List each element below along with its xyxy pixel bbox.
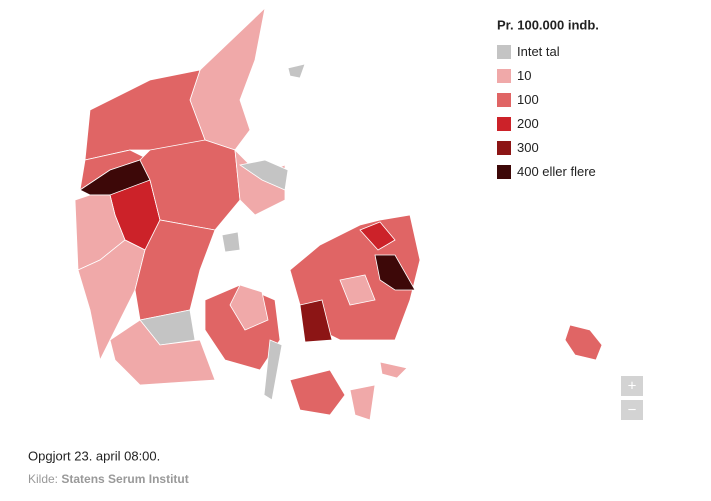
region: [263, 339, 283, 401]
region: [379, 361, 408, 379]
legend-label: 100: [517, 92, 539, 107]
region: [134, 219, 216, 321]
legend-swatch: [497, 165, 511, 179]
source-name: Statens Serum Institut: [61, 472, 188, 486]
legend-swatch: [497, 69, 511, 83]
region: [287, 63, 306, 79]
regions: [74, 6, 603, 421]
zoom-in-bg[interactable]: [621, 376, 643, 396]
region: [238, 159, 289, 191]
region: [109, 319, 216, 386]
legend-title: Pr. 100.000 indb.: [497, 17, 599, 32]
legend-swatch: [497, 117, 511, 131]
region: [299, 299, 333, 343]
legend-label: 400 eller flere: [517, 164, 596, 179]
source-prefix: Kilde:: [28, 472, 58, 486]
region: [339, 274, 376, 306]
region: [189, 6, 266, 151]
legend-swatch: [497, 93, 511, 107]
source-note: Kilde: Statens Serum Institut: [28, 472, 189, 486]
legend: Intet tal 10 100 200 300 400 eller flere: [497, 44, 596, 179]
region: [221, 231, 241, 253]
region: [229, 284, 269, 331]
region: [359, 221, 396, 251]
legend-label: 200: [517, 116, 539, 131]
zoom-in-label[interactable]: +: [628, 377, 637, 394]
legend-label: 300: [517, 140, 539, 155]
updated-note: Opgjort 23. april 08:00.: [28, 448, 160, 463]
legend-label: Intet tal: [517, 44, 560, 59]
region: [349, 384, 376, 421]
zoom-out-label[interactable]: −: [628, 401, 637, 418]
zoom-in-button[interactable]: +: [621, 376, 643, 396]
zoom-out-bg[interactable]: [621, 400, 643, 420]
legend-swatch: [497, 141, 511, 155]
legend-label: 10: [517, 68, 531, 83]
region: [289, 369, 346, 416]
zoom-out-button[interactable]: −: [621, 400, 643, 420]
region: [564, 324, 603, 361]
legend-swatch: [497, 45, 511, 59]
region: [374, 254, 416, 291]
